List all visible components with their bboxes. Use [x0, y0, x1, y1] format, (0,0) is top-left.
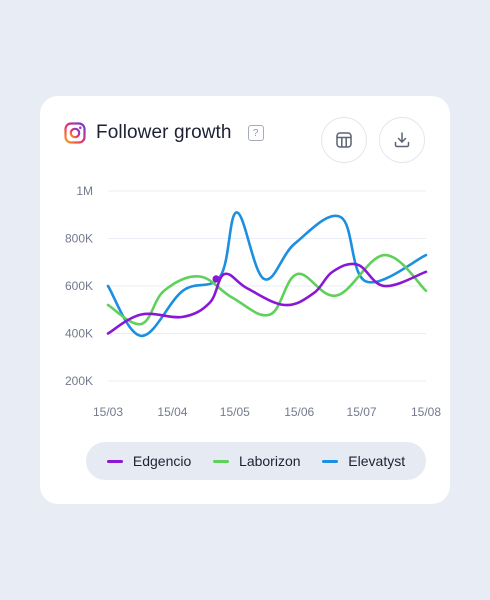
x-tick-label: 15/06	[284, 405, 314, 419]
card-header: Follower growth ?	[64, 122, 264, 144]
chart-legend: Edgencio Laborizon Elevatyst	[86, 442, 426, 480]
download-button[interactable]	[379, 117, 425, 163]
table-view-button[interactable]	[321, 117, 367, 163]
legend-label: Edgencio	[132, 453, 192, 469]
x-tick-label: 15/05	[220, 405, 250, 419]
legend-swatch	[213, 459, 230, 463]
legend-swatch	[106, 459, 123, 463]
chart-area: 1M 800K 600K 400K 200K 15/03 15/04 15/05 15/06 15…	[40, 96, 450, 504]
x-tick-label: 15/03	[93, 405, 123, 419]
series-line-elevatyst	[106, 211, 428, 338]
y-tick-label: 1M	[76, 184, 93, 198]
legend-label: Laborizon	[239, 453, 301, 469]
y-tick-label: 800K	[65, 232, 93, 246]
x-tick-label: 15/08	[411, 405, 441, 419]
series-line-edgencio	[106, 262, 428, 335]
legend-swatch	[322, 459, 339, 463]
table-icon	[336, 132, 352, 148]
legend-item-elevatyst[interactable]: Elevatyst	[322, 453, 405, 469]
legend-item-edgencio[interactable]: Edgencio	[106, 453, 192, 469]
y-tick-label: 200K	[65, 374, 93, 388]
highlight-point	[212, 275, 220, 283]
instagram-icon	[64, 122, 86, 144]
legend-item-laborizon[interactable]: Laborizon	[213, 453, 301, 469]
line-chart: 1M 800K 600K 400K 200K 15/03 15/04 15/05 15/06 15…	[65, 184, 441, 419]
x-tick-label: 15/07	[347, 405, 377, 419]
follower-growth-card: Follower growth ? 1M 800K 600K 400K 200K 15/0…	[40, 96, 450, 504]
y-tick-label: 400K	[65, 327, 93, 341]
download-icon	[394, 132, 410, 148]
y-tick-label: 600K	[65, 279, 93, 293]
legend-label: Elevatyst	[348, 453, 406, 469]
page-title: Follower growth	[96, 122, 232, 143]
help-icon[interactable]: ?	[247, 125, 264, 141]
x-tick-label: 15/04	[157, 405, 187, 419]
series-line-laborizon	[106, 253, 428, 326]
